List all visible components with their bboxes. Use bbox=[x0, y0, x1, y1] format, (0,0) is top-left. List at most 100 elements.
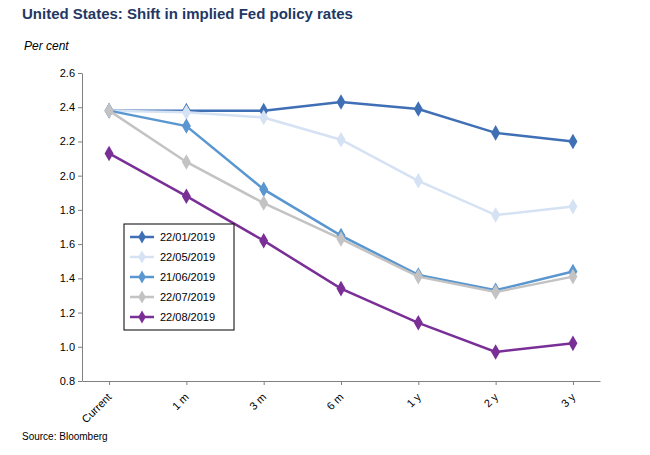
x-tick-label: 2 y bbox=[481, 390, 500, 409]
y-tick-mark bbox=[78, 313, 82, 314]
x-tick: 2 y bbox=[481, 381, 500, 410]
legend-marker bbox=[138, 270, 146, 283]
y-tick-mark bbox=[78, 244, 82, 245]
legend-label: 22/07/2019 bbox=[160, 291, 215, 303]
series-marker bbox=[491, 284, 500, 300]
series-line bbox=[109, 153, 573, 351]
x-tick: 6 m bbox=[324, 381, 345, 412]
plot-marks bbox=[105, 94, 578, 359]
series-marker bbox=[568, 199, 577, 215]
series-line bbox=[109, 111, 573, 215]
series-marker bbox=[414, 101, 423, 117]
x-tick: 1 m bbox=[170, 381, 191, 412]
series bbox=[105, 146, 578, 360]
series-marker bbox=[414, 315, 423, 331]
y-tick-label: 1.2 bbox=[60, 307, 75, 319]
y-tick-label: 2.0 bbox=[60, 170, 75, 182]
x-tick-label: 3 m bbox=[247, 391, 268, 412]
series-marker bbox=[337, 281, 346, 297]
y-tick: 1.0 bbox=[60, 341, 82, 353]
y-tick-mark bbox=[78, 107, 82, 108]
series bbox=[105, 94, 578, 149]
y-tick: 2.2 bbox=[60, 135, 82, 147]
series-marker bbox=[414, 173, 423, 189]
series-marker bbox=[491, 207, 500, 223]
x-tick: Current bbox=[79, 381, 113, 425]
y-tick: 1.6 bbox=[60, 238, 82, 250]
legend-item: 22/01/2019 bbox=[130, 230, 215, 243]
series-marker bbox=[259, 182, 268, 198]
series-marker bbox=[414, 269, 423, 285]
series-marker bbox=[182, 154, 191, 170]
series-marker bbox=[105, 103, 114, 119]
y-tick: 2.4 bbox=[60, 101, 82, 113]
y-tick-label: 2.6 bbox=[60, 67, 75, 79]
legend-marker bbox=[138, 230, 146, 243]
y-tick-label: 1.4 bbox=[60, 272, 75, 284]
legend-marker bbox=[138, 250, 146, 263]
legend-marker bbox=[138, 290, 146, 303]
series-marker bbox=[337, 94, 346, 110]
legend-label: 22/01/2019 bbox=[160, 231, 215, 243]
legend-label: 22/05/2019 bbox=[160, 251, 215, 263]
legend-item: 22/05/2019 bbox=[130, 250, 215, 263]
y-tick: 2.0 bbox=[60, 170, 82, 182]
y-tick-label: 1.8 bbox=[60, 204, 75, 216]
y-tick: 1.8 bbox=[60, 204, 82, 216]
series-marker bbox=[568, 134, 577, 150]
x-tick-label: 3 y bbox=[559, 390, 578, 409]
y-tick-mark bbox=[78, 141, 82, 142]
legend-marker bbox=[138, 310, 146, 323]
x-tick-mark bbox=[496, 381, 497, 385]
x-tick: 3 m bbox=[247, 381, 268, 412]
series-marker bbox=[105, 103, 114, 119]
y-tick-mark bbox=[78, 73, 82, 74]
series-marker bbox=[182, 118, 191, 134]
x-tick-label: 6 m bbox=[324, 391, 345, 412]
legend-item: 21/06/2019 bbox=[130, 270, 215, 283]
y-tick-label: 2.4 bbox=[60, 101, 75, 113]
x-tick-mark bbox=[341, 381, 342, 385]
x-tick-mark bbox=[186, 381, 187, 385]
series-marker bbox=[568, 336, 577, 352]
y-tick-label: 1.0 bbox=[60, 341, 75, 353]
series-marker bbox=[568, 269, 577, 285]
y-tick: 1.4 bbox=[60, 272, 82, 284]
y-tick-mark bbox=[78, 278, 82, 279]
legend: 22/01/2019 22/05/2019 21/06/2019 22/07/2019… bbox=[124, 224, 234, 330]
source: Source: Bloomberg bbox=[22, 431, 108, 442]
legend-item: 22/08/2019 bbox=[130, 310, 215, 323]
x-tick-mark bbox=[573, 381, 574, 385]
x-axis: Current 1 m 3 m 6 m 1 y 2 y 3 y bbox=[79, 381, 600, 425]
x-tick-mark bbox=[418, 381, 419, 385]
x-tick: 3 y bbox=[559, 381, 578, 410]
x-tick-label: 1 m bbox=[170, 391, 191, 412]
y-tick: 0.8 bbox=[60, 375, 82, 387]
legend-label: 22/08/2019 bbox=[160, 311, 215, 323]
y-tick-mark bbox=[78, 347, 82, 348]
y-axis-line bbox=[82, 74, 83, 382]
series-marker bbox=[105, 103, 114, 119]
series-marker bbox=[259, 233, 268, 249]
y-tick: 1.2 bbox=[60, 307, 82, 319]
x-tick-label: 1 y bbox=[404, 390, 423, 409]
series-marker bbox=[259, 195, 268, 211]
y-tick-label: 1.6 bbox=[60, 238, 75, 250]
y-tick-mark bbox=[78, 210, 82, 211]
y-tick-mark bbox=[78, 381, 82, 382]
legend-item: 22/07/2019 bbox=[130, 290, 215, 303]
series-marker bbox=[337, 132, 346, 148]
series-marker bbox=[491, 344, 500, 360]
x-tick-mark bbox=[109, 381, 110, 385]
series-marker bbox=[182, 105, 191, 121]
series-marker bbox=[491, 125, 500, 141]
series-marker bbox=[182, 188, 191, 204]
series bbox=[105, 103, 578, 300]
series-marker bbox=[337, 231, 346, 247]
y-axis: 0.8 1.0 1.2 1.4 1.6 1.8 2.0 2.2 2.4 2.6 bbox=[60, 67, 83, 387]
x-tick-label: Current bbox=[79, 391, 113, 425]
series-marker bbox=[259, 110, 268, 126]
series-marker bbox=[105, 146, 114, 162]
chart: United States: Shift in implied Fed poli… bbox=[0, 0, 650, 455]
x-tick-mark bbox=[264, 381, 265, 385]
